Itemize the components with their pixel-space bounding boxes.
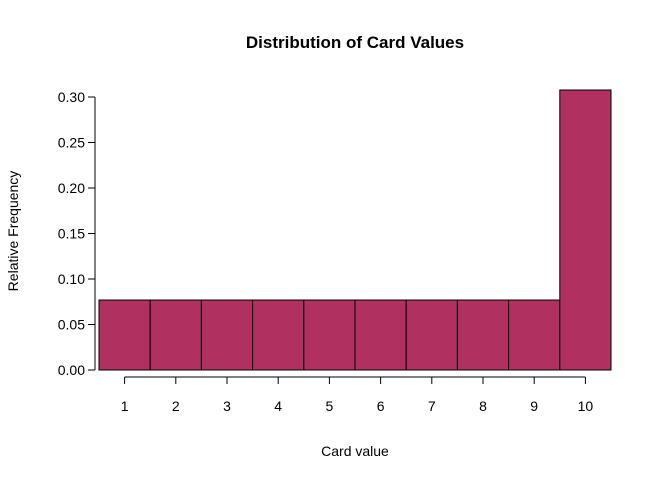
y-axis-label: Relative Frequency bbox=[5, 171, 21, 292]
bar-5 bbox=[303, 299, 356, 371]
bar-10 bbox=[559, 89, 612, 371]
bar-4 bbox=[252, 299, 305, 371]
x-tick-label-1: 1 bbox=[121, 398, 129, 414]
bar-9 bbox=[508, 299, 561, 371]
x-tick-label-6: 6 bbox=[377, 398, 385, 414]
bar-1 bbox=[98, 299, 151, 371]
x-tick-label-2: 2 bbox=[172, 398, 180, 414]
x-tick-label-10: 10 bbox=[578, 398, 594, 414]
bar-3 bbox=[200, 299, 254, 371]
x-axis-label: Card value bbox=[321, 443, 389, 459]
bar-7 bbox=[405, 299, 458, 371]
bar-8 bbox=[456, 299, 510, 371]
x-tick-label-7: 7 bbox=[428, 398, 436, 414]
x-tick-label-8: 8 bbox=[479, 398, 487, 414]
y-tick-label-0.10: 0.10 bbox=[58, 271, 85, 287]
y-axis: 0.00 0.05 0.10 0.15 0.20 0.25 0.30 bbox=[58, 89, 96, 378]
chart-title: Distribution of Card Values bbox=[246, 33, 464, 52]
bars-group bbox=[98, 89, 612, 371]
y-tick-label-0.00: 0.00 bbox=[58, 362, 85, 378]
x-tick-label-5: 5 bbox=[326, 398, 334, 414]
y-tick-label-0.15: 0.15 bbox=[58, 226, 85, 242]
y-tick-label-0.20: 0.20 bbox=[58, 180, 85, 196]
x-tick-label-3: 3 bbox=[223, 398, 231, 414]
y-tick-label-0.05: 0.05 bbox=[58, 317, 85, 333]
y-tick-label-0.30: 0.30 bbox=[58, 89, 85, 105]
x-tick-label-4: 4 bbox=[274, 398, 282, 414]
bar-2 bbox=[149, 299, 202, 371]
y-tick-label-0.25: 0.25 bbox=[58, 135, 85, 151]
x-tick-label-9: 9 bbox=[530, 398, 538, 414]
x-axis: 1 2 3 4 5 6 7 8 9 10 bbox=[121, 376, 594, 414]
bar-6 bbox=[354, 299, 407, 371]
